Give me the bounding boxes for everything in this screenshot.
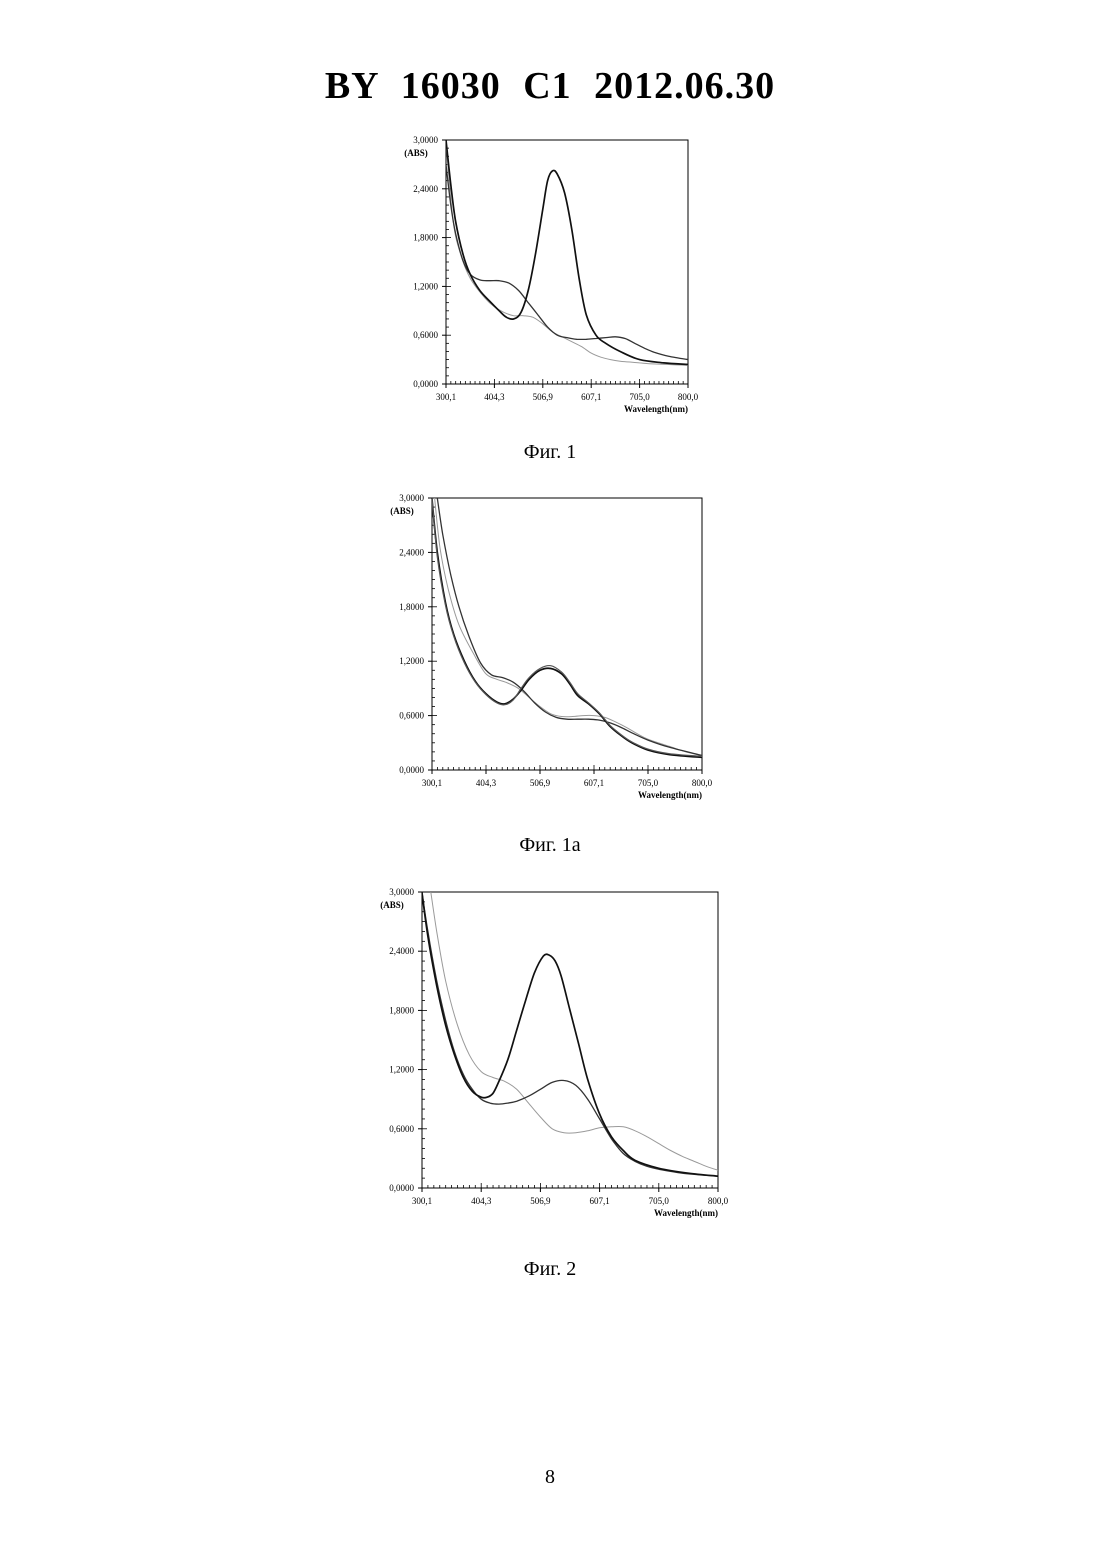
page-number: 8: [0, 1466, 1100, 1489]
x-axis-title: Wavelength(nm): [638, 790, 702, 800]
y-tick-label: 3,0000: [389, 887, 414, 897]
x-tick-label: 404,3: [471, 1196, 492, 1206]
y-tick-label: 2,4000: [413, 184, 438, 194]
figure-2-chart: 300,1 404,3 506,9 607,1 705,0 800,0 0,0000 0,60…: [340, 878, 735, 1233]
spectrum-series-line: [446, 140, 688, 365]
y-tick-label: 3,0000: [399, 493, 424, 503]
figure-1-caption: Фиг. 1: [0, 441, 1100, 464]
y-tick-label: 1,8000: [413, 233, 438, 243]
y-tick-label: 3,0000: [413, 135, 438, 145]
y-tick-label: 2,4000: [399, 547, 424, 557]
x-tick-label: 607,1: [589, 1196, 609, 1206]
figure-1a-caption: Фиг. 1а: [0, 834, 1100, 857]
y-tick-label: 0,0000: [389, 1183, 414, 1193]
document-header: BY 16030 C1 2012.06.30: [0, 64, 1100, 108]
spectrum-series-line: [435, 498, 702, 756]
x-tick-label: 506,9: [530, 778, 551, 788]
x-tick-label: 607,1: [581, 392, 601, 402]
y-tick-label: 0,6000: [389, 1124, 414, 1134]
spectrum-series-line: [446, 164, 688, 359]
figure-1-chart: 300,1 404,3 506,9 607,1 705,0 800,0 0,0000 0,60…: [372, 128, 702, 428]
x-tick-label: 404,3: [484, 392, 505, 402]
y-tick-label: 1,8000: [389, 1005, 414, 1015]
y-tick-label: 1,2000: [413, 281, 438, 291]
plot-frame: [422, 892, 718, 1188]
x-tick-label: 300,1: [422, 778, 442, 788]
y-tick-label: 0,6000: [413, 330, 438, 340]
y-tick-label: 0,0000: [399, 765, 424, 775]
plot-frame: [432, 498, 702, 770]
x-tick-label: 705,0: [649, 1196, 670, 1206]
x-tick-label: 300,1: [412, 1196, 432, 1206]
y-tick-label: 1,8000: [399, 602, 424, 612]
spectrum-series-line: [432, 498, 702, 757]
y-axis-title: (ABS): [404, 148, 428, 158]
y-tick-label: 0,6000: [399, 711, 424, 721]
x-tick-label: 800,0: [692, 778, 713, 788]
x-tick-label: 800,0: [678, 392, 699, 402]
spectrum-series-line: [431, 892, 718, 1170]
x-tick-label: 705,0: [638, 778, 659, 788]
y-tick-label: 0,0000: [413, 379, 438, 389]
x-tick-label: 705,0: [629, 392, 650, 402]
figure-1a-svg: 300,1 404,3 506,9 607,1 705,0 800,0 0,0000 0,60…: [352, 484, 727, 814]
x-axis-title: Wavelength(nm): [624, 404, 688, 414]
y-axis-title: (ABS): [380, 900, 404, 910]
x-tick-label: 800,0: [708, 1196, 729, 1206]
x-tick-label: 506,9: [533, 392, 554, 402]
figure-2-caption: Фиг. 2: [0, 1258, 1100, 1281]
y-tick-label: 1,2000: [399, 656, 424, 666]
figure-2-svg: 300,1 404,3 506,9 607,1 705,0 800,0 0,0000 0,60…: [340, 878, 735, 1233]
x-axis-title: Wavelength(nm): [654, 1208, 718, 1218]
figure-1-svg: 300,1 404,3 506,9 607,1 705,0 800,0 0,0000 0,60…: [372, 128, 702, 428]
plot-frame: [446, 140, 688, 384]
x-tick-label: 607,1: [584, 778, 604, 788]
x-tick-label: 404,3: [476, 778, 497, 788]
y-tick-label: 2,4000: [389, 946, 414, 956]
spectrum-series-line: [432, 498, 702, 756]
figure-1a-chart: 300,1 404,3 506,9 607,1 705,0 800,0 0,0000 0,60…: [352, 484, 727, 814]
x-tick-label: 300,1: [436, 392, 456, 402]
y-axis-title: (ABS): [390, 506, 414, 516]
x-tick-label: 506,9: [530, 1196, 551, 1206]
y-tick-label: 1,2000: [389, 1065, 414, 1075]
spectrum-series-line: [446, 144, 688, 365]
